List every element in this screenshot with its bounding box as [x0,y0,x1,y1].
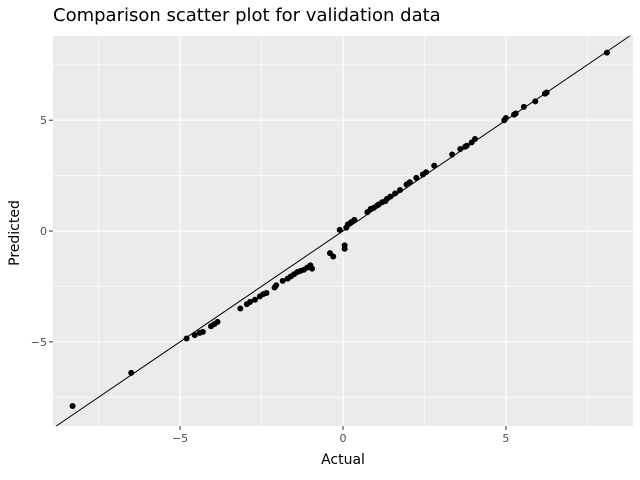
y-tick-label: 0 [40,225,47,238]
data-point [309,265,316,272]
y-axis-title: Predicted [7,200,23,266]
data-point [237,305,244,312]
data-point [512,110,519,117]
data-point [128,369,135,376]
chart-title: Comparison scatter plot for validation d… [53,5,441,26]
x-tick-label: 0 [340,432,347,445]
data-point [330,253,337,260]
x-tick-label: 5 [502,432,509,445]
x-axis-title: Actual [321,452,365,468]
data-point [431,162,438,169]
data-point [191,332,198,339]
data-point [279,277,286,284]
data-point [397,187,404,194]
data-point [183,335,190,342]
y-tick-label: −5 [31,336,47,349]
data-point [252,296,259,303]
data-point [603,49,610,56]
data-point [341,245,348,252]
y-tick-label: 5 [40,114,47,127]
y-axis-ticks: −5 0 5 [31,114,53,349]
data-point [423,169,430,176]
x-tick-label: −5 [172,432,188,445]
data-point [502,114,509,121]
data-point [351,216,358,223]
data-point [532,98,539,105]
data-point [387,193,394,200]
data-point [406,179,413,186]
data-point [520,103,527,110]
data-point [463,142,470,149]
data-point [214,318,221,325]
data-point [457,146,464,153]
data-points [69,49,610,410]
data-point [543,89,550,96]
data-point [413,174,420,181]
data-point [69,403,76,410]
data-point [471,136,478,143]
data-point [263,290,270,297]
data-point [247,298,254,305]
data-point [392,190,399,197]
x-axis-ticks: −5 0 5 [172,426,509,445]
data-point [273,282,280,289]
data-point [199,328,206,335]
data-point [336,226,343,233]
data-point [449,151,456,158]
